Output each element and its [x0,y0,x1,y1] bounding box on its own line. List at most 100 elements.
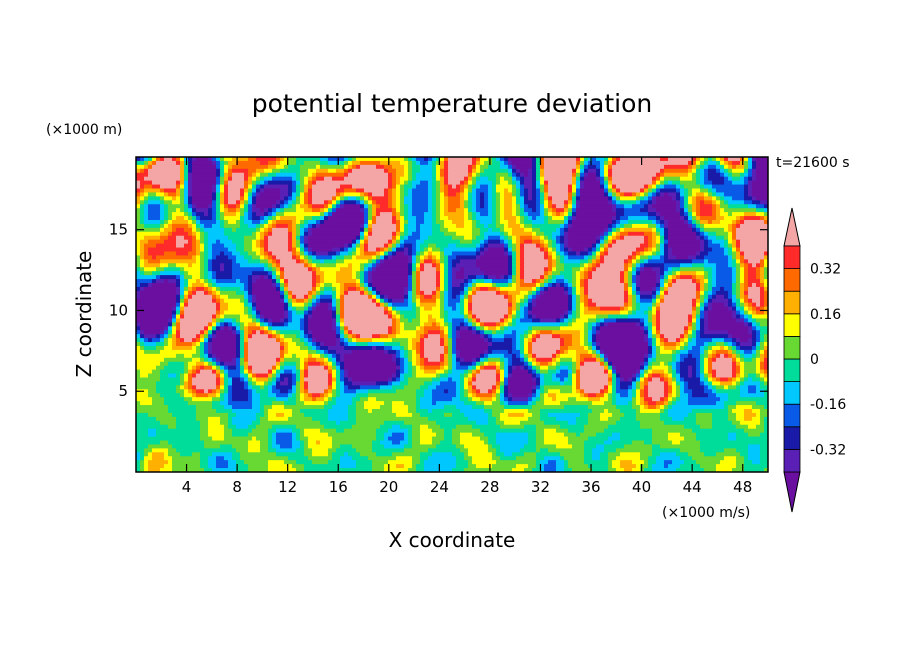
contour-cell [456,223,461,229]
contour-cell [468,157,473,162]
contour-cell [644,216,649,221]
contour-cell [360,180,365,186]
contour-cell [736,259,741,264]
contour-cell [596,216,601,221]
contour-cell [504,243,509,249]
contour-cell [384,275,389,280]
contour-cell [204,157,209,162]
contour-cell [428,204,433,209]
contour-cell [612,227,617,233]
contour-cell [176,212,181,217]
contour-cell [524,192,529,197]
contour-cell [764,164,768,170]
contour-cell [556,157,561,162]
contour-cell [444,251,449,257]
contour-cell [428,243,433,249]
contour-cell [700,196,705,201]
contour-cell [352,220,357,225]
contour-cell [248,275,253,280]
contour-cell [200,196,205,201]
contour-cell [576,235,581,241]
contour-cell [456,212,461,217]
contour-cell [164,160,169,166]
contour-cell [544,200,549,205]
contour-cell [412,235,417,241]
contour-cell [756,188,761,194]
contour-cell [572,263,577,268]
contour-cell [360,204,365,209]
contour-cell [548,216,553,221]
contour-cell [252,184,257,190]
contour-cell [248,192,253,197]
contour-cell [144,279,149,284]
contour-cell [136,243,141,249]
contour-cell [172,259,177,264]
contour-cell [664,275,669,280]
contour-cell [136,216,141,221]
contour-cell [268,180,273,186]
contour-cell [184,251,189,257]
contour-cell [308,212,313,217]
contour-cell [752,176,757,182]
contour-cell [568,200,573,205]
contour-cell [152,196,157,201]
contour-cell [316,188,321,194]
contour-cell [764,184,768,190]
contour-cell [360,212,365,217]
contour-cell [276,259,281,264]
contour-cell [752,231,757,237]
contour-cell [540,235,545,241]
contour-cell [636,227,641,233]
contour-cell [504,157,509,162]
contour-cell [444,259,449,264]
contour-cell [712,160,717,166]
contour-cell [428,192,433,197]
contour-cell [328,275,333,280]
contour-cell [328,279,333,284]
contour-cell [552,208,557,213]
contour-cell [636,192,641,197]
contour-cell [616,243,621,249]
contour-cell [712,180,717,186]
contour-cell [444,239,449,245]
contour-cell [460,184,465,190]
contour-cell [372,271,377,276]
contour-cell [376,235,381,241]
contour-cell [200,223,205,229]
contour-cell [396,255,401,260]
contour-cell [356,196,361,201]
contour-cell [512,231,517,237]
contour-cell [744,184,749,190]
contour-cell [168,271,173,276]
contour-cell [176,220,181,225]
contour-cell [248,239,253,245]
contour-cell [276,251,281,257]
contour-cell [572,247,577,253]
contour-cell [332,216,337,221]
contour-cell [708,220,713,225]
contour-cell [216,180,221,186]
contour-cell [716,172,721,178]
contour-cell [756,176,761,182]
contour-cell [644,192,649,197]
contour-cell [568,259,573,264]
contour-cell [732,172,737,178]
contour-cell [608,267,613,272]
contour-cell [728,180,733,186]
contour-cell [148,243,153,249]
contour-cell [500,188,505,194]
contour-cell [392,192,397,197]
contour-cell [216,208,221,213]
contour-cell [508,231,513,237]
contour-cell [340,176,345,182]
contour-cell [220,279,225,284]
contour-cell [612,157,617,162]
contour-cell [720,231,725,237]
contour-cell [204,251,209,257]
contour-cell [500,184,505,190]
contour-cell [136,263,141,268]
contour-cell [156,164,161,170]
contour-cell [208,263,213,268]
contour-cell [356,263,361,268]
